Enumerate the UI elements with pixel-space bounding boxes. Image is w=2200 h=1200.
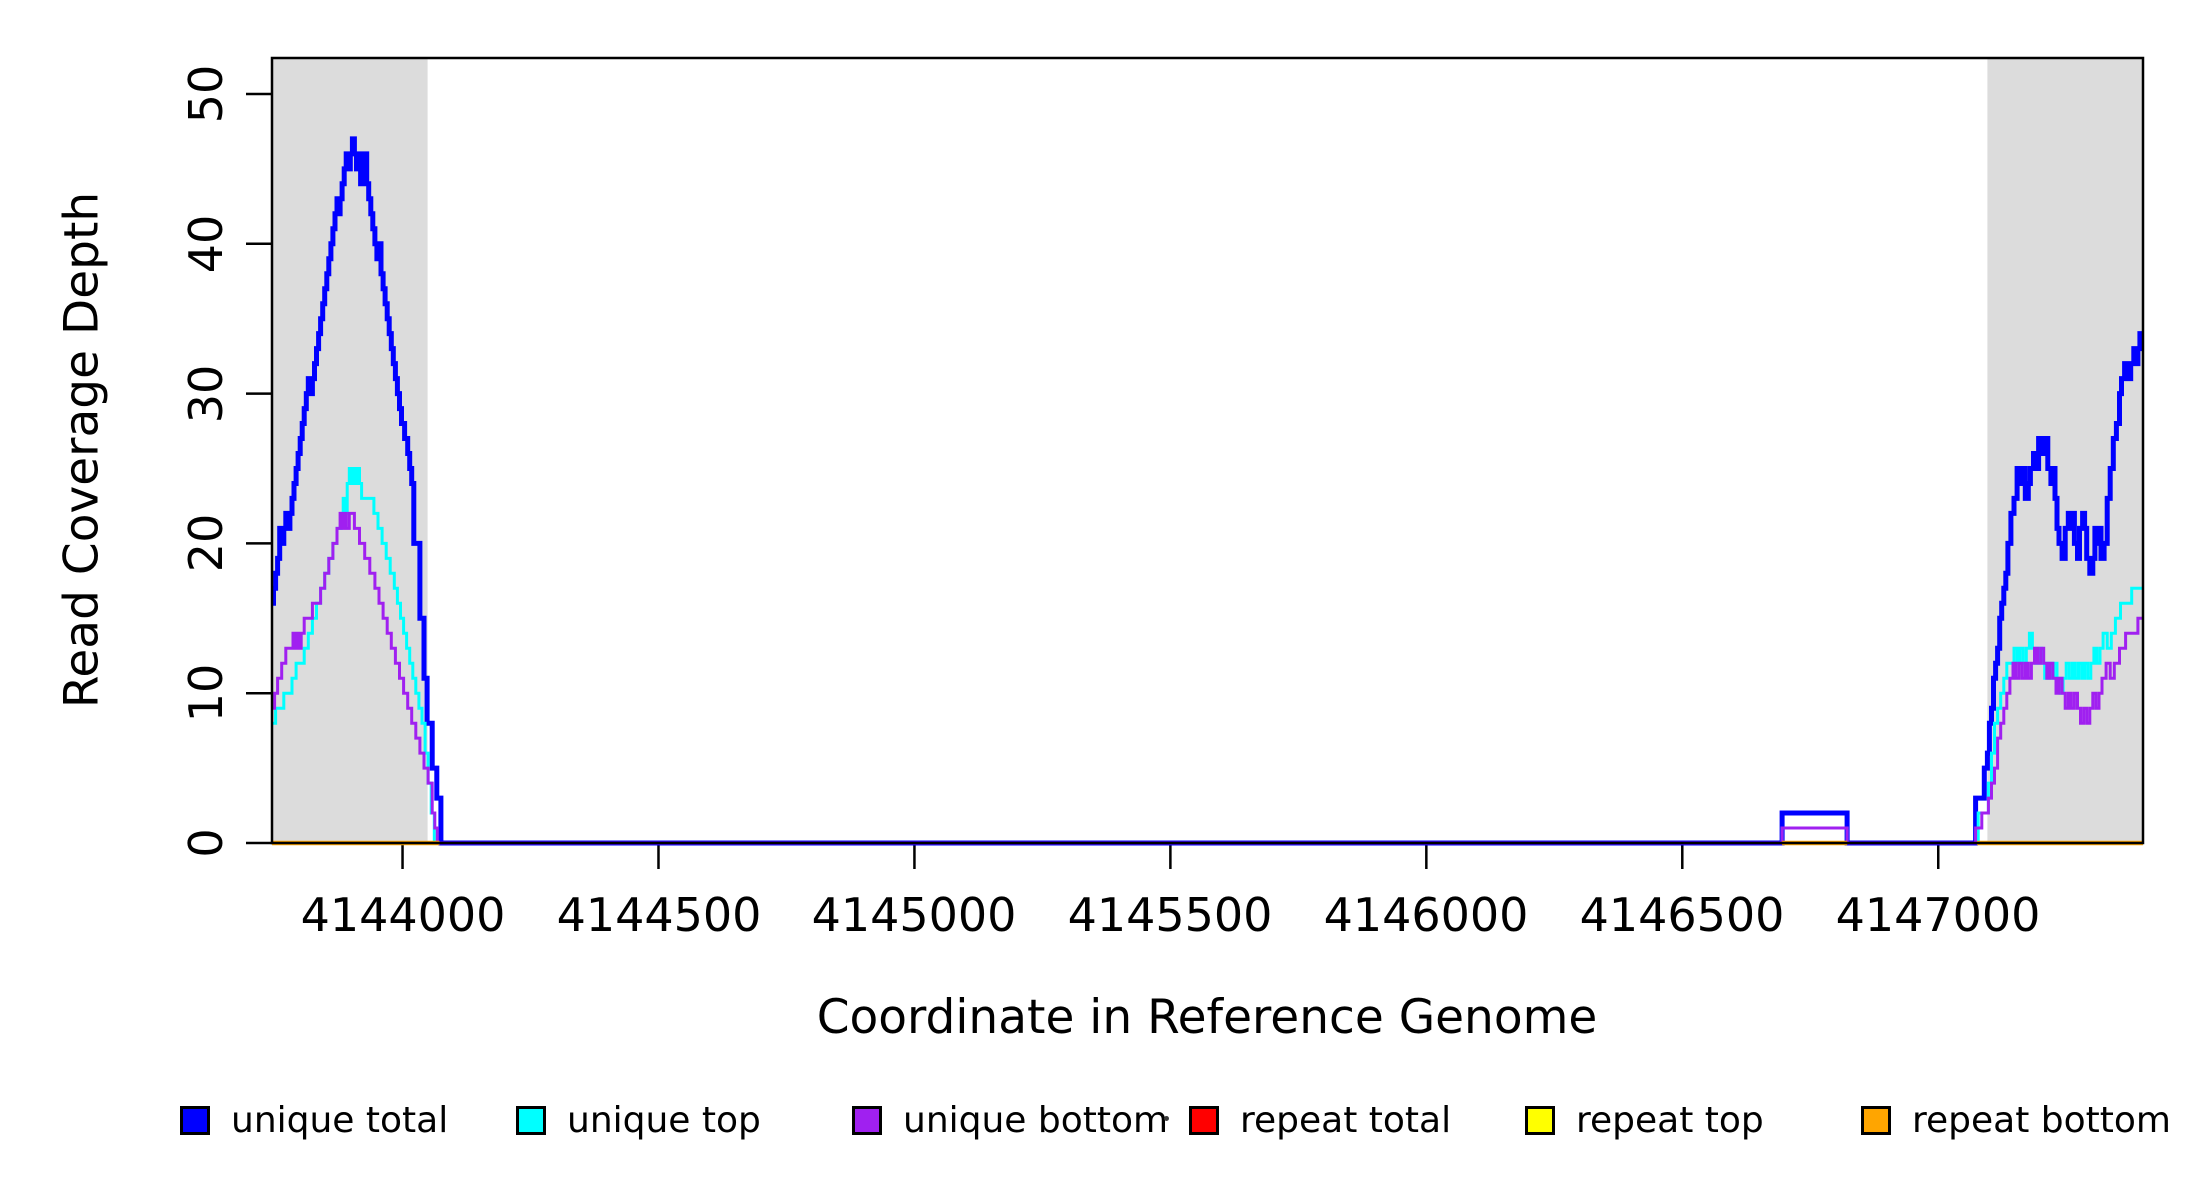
repeat-region-left [272, 58, 428, 843]
legend-item-repeat-top: repeat top [1525, 1100, 1764, 1141]
legend-swatch-unique-top [516, 1106, 546, 1135]
repeat-region-right [1987, 58, 2143, 843]
x-tick-label-4144500: 4144500 [556, 888, 762, 942]
y-tick-label-40: 40 [179, 214, 233, 274]
legend-label-unique-bottom: unique bottom [903, 1100, 1169, 1141]
y-tick-label-50: 50 [179, 64, 233, 124]
y-tick-label-20: 20 [179, 513, 233, 573]
x-tick-label-4147000: 4147000 [1835, 888, 2041, 942]
legend-item-repeat-bottom: repeat bottom [1861, 1100, 2171, 1141]
x-axis-title: Coordinate in Reference Genome [816, 990, 1598, 1045]
x-tick-label-4144000: 4144000 [300, 888, 506, 942]
legend-label-repeat-total: repeat total [1240, 1100, 1452, 1141]
legend-swatch-unique-total [180, 1106, 210, 1135]
legend-item-unique-bottom: unique bottom [852, 1100, 1168, 1141]
legend-swatch-repeat-bottom [1861, 1106, 1891, 1135]
stray-dot [1164, 1116, 1169, 1121]
x-tick-label-4145500: 4145500 [1067, 888, 1273, 942]
legend-item-unique-top: unique top [516, 1100, 761, 1141]
x-tick-label-4146500: 4146500 [1579, 888, 1785, 942]
legend-swatch-repeat-total [1189, 1106, 1219, 1135]
plot-box [270, 56, 2145, 845]
legend-label-unique-top: unique top [567, 1100, 761, 1141]
x-tick-label-4145000: 4145000 [811, 888, 1017, 942]
legend-swatch-unique-bottom [852, 1106, 882, 1135]
y-axis-title: Read Coverage Depth [54, 191, 110, 709]
legend-label-repeat-bottom: repeat bottom [1912, 1100, 2171, 1141]
y-tick-label-0: 0 [179, 828, 233, 858]
y-tick-label-30: 30 [179, 364, 233, 424]
legend-label-repeat-top: repeat top [1576, 1100, 1764, 1141]
y-tick-label-10: 10 [179, 663, 233, 723]
legend-label-unique-total: unique total [231, 1100, 449, 1141]
series-line-unique-bottom [272, 511, 2143, 845]
legend-swatch-repeat-top [1525, 1106, 1555, 1135]
x-tick-label-4146000: 4146000 [1323, 888, 1529, 942]
legend-item-unique-total: unique total [180, 1100, 448, 1141]
series-line-unique-total [271, 136, 2143, 846]
series-line-unique-top [272, 467, 2143, 845]
legend-item-repeat-total: repeat total [1189, 1100, 1451, 1141]
